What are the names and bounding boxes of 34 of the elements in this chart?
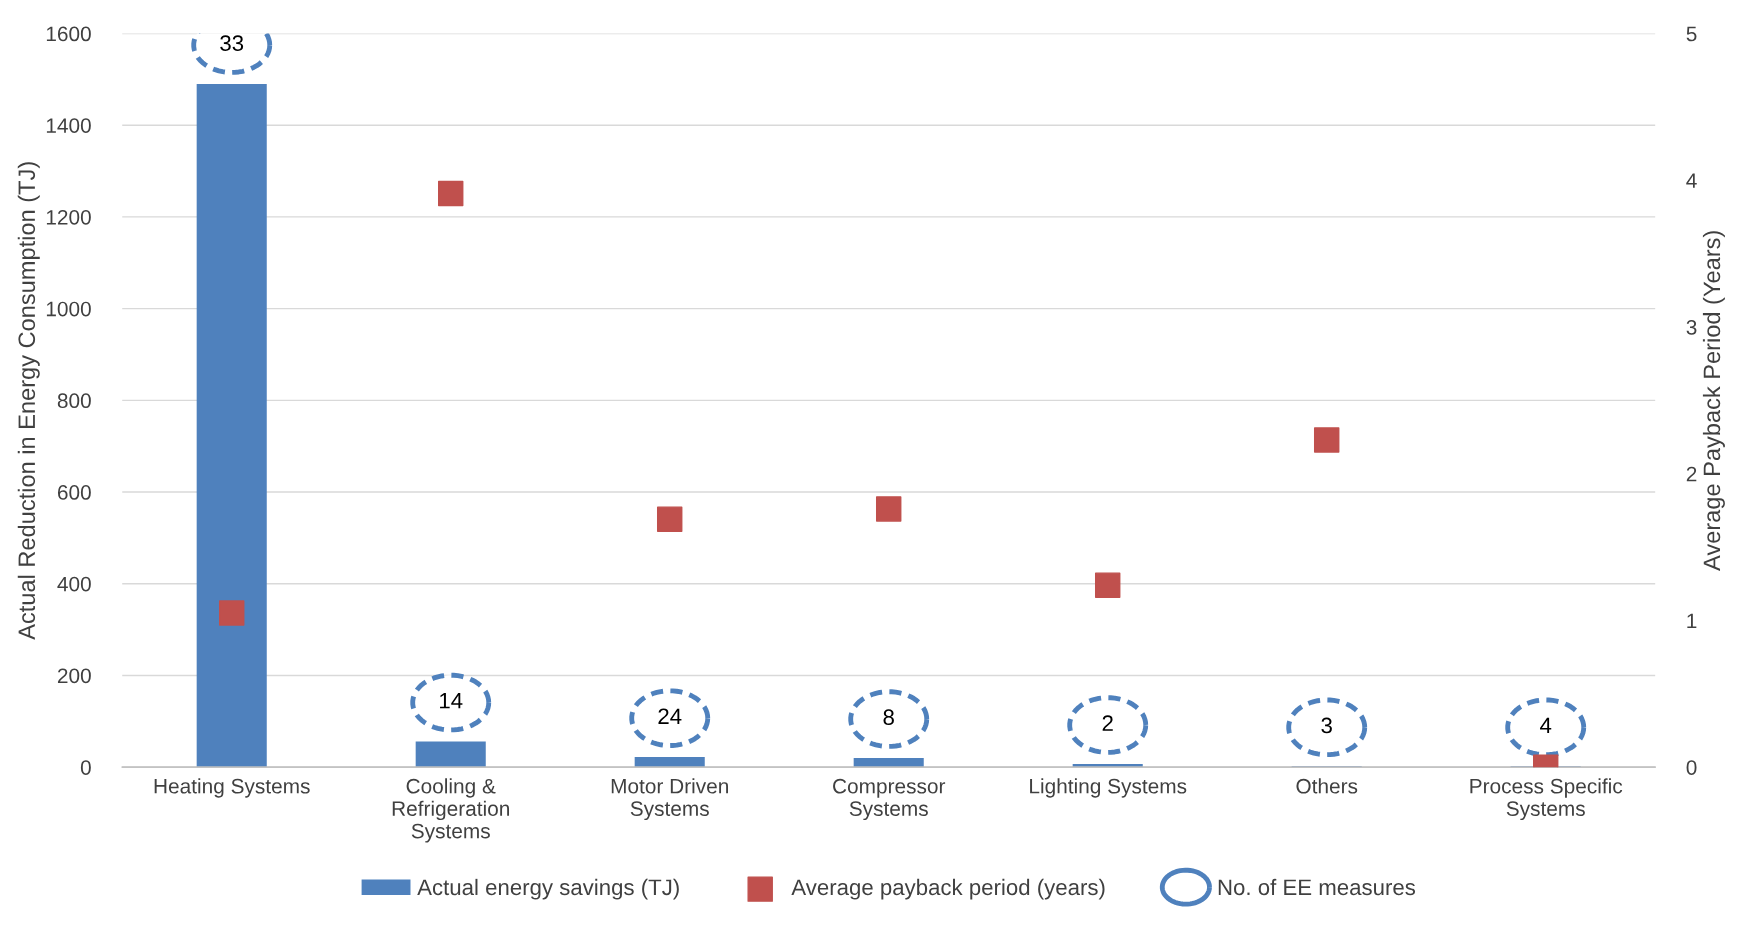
x-tick-label: Motor Driven Systems xyxy=(611,778,728,821)
y-tick-label: 1600 xyxy=(46,26,91,42)
annotation: 8 xyxy=(883,709,894,726)
text: No. of EE measures xyxy=(1218,878,1416,896)
y-tick-label: 0 xyxy=(80,760,91,775)
annotation: 3 xyxy=(1321,717,1332,734)
y-tick-label: 800 xyxy=(57,393,91,409)
legend-label: Actual energy savings (TJ) xyxy=(417,878,679,900)
x-tick-label: Heating Systems xyxy=(154,778,310,798)
y-tick-label: 200 xyxy=(57,668,91,684)
y2-tick-label: 5 xyxy=(1686,26,1697,42)
y2-tick-label: 1 xyxy=(1687,613,1697,628)
y2-axis-title: Average Payback Period (Years) xyxy=(1702,231,1725,571)
annotation: 2 xyxy=(1102,715,1113,731)
y2-tick-label: 4 xyxy=(1686,173,1697,188)
x-tick-label: Process Specific Systems xyxy=(1470,778,1623,821)
y-axis-title: Actual Reduction in Energy Consumption (TJ) xyxy=(17,162,40,640)
y2-tick-label: 3 xyxy=(1686,319,1697,335)
y-tick-label: 1400 xyxy=(46,118,91,133)
y-tick-label: 1000 xyxy=(46,301,91,317)
y2-tick-label: 0 xyxy=(1686,760,1697,775)
annotation: 4 xyxy=(1540,717,1552,734)
x-tick-label: Cooling & Refrigeration Systems xyxy=(392,778,510,843)
y2-tick-label: 2 xyxy=(1686,466,1697,482)
annotation: 14 xyxy=(440,693,463,709)
annotation: 24 xyxy=(658,708,682,724)
x-tick-label: Others xyxy=(1296,778,1358,794)
x-tick-label: Compressor Systems xyxy=(833,778,946,821)
y-tick-label: 400 xyxy=(57,576,91,592)
y-tick-label: 1200 xyxy=(46,209,91,225)
x-tick-label: Lighting Systems xyxy=(1030,778,1187,798)
y-tick-label: 600 xyxy=(57,485,91,500)
legend-label: Average payback period (years) xyxy=(791,878,1105,900)
annotation: 33 xyxy=(220,35,244,52)
